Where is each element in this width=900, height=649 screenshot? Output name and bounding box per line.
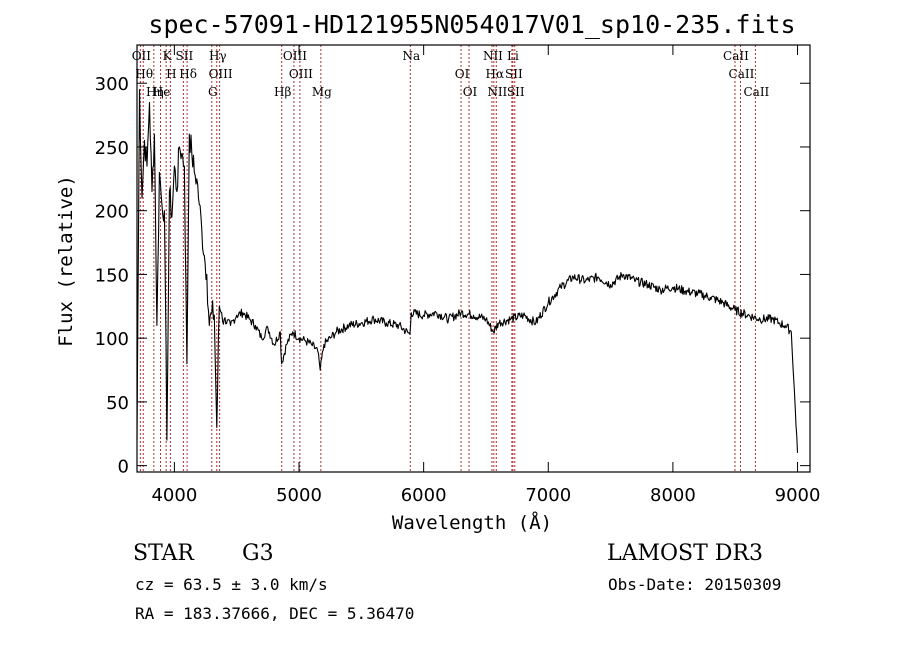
spectral-line-label: NII bbox=[483, 49, 503, 63]
x-tick-label: 6000 bbox=[401, 485, 447, 506]
y-tick-label: 50 bbox=[106, 393, 129, 414]
y-tick-label: 200 bbox=[95, 202, 129, 223]
spectral-line-label: CaII bbox=[723, 49, 749, 63]
y-tick-label: 150 bbox=[95, 265, 129, 286]
spectral-line-label: H bbox=[166, 67, 176, 81]
redshift-velocity: cz = 63.5 ± 3.0 km/s bbox=[135, 575, 328, 594]
spectral-line-label: SII bbox=[507, 85, 525, 99]
x-tick-label: 9000 bbox=[775, 485, 821, 506]
chart-title: spec-57091-HD121955N054017V01_sp10-235.f… bbox=[148, 10, 795, 39]
spectral-line-label: Hα bbox=[486, 67, 505, 81]
spectral-line-label: Li bbox=[507, 49, 519, 63]
axis-ticks: 4000 5000 6000 7000 8000 9000 0 50 100 150 200 250 3… bbox=[95, 45, 821, 506]
spectral-line-label: Na bbox=[402, 49, 420, 63]
y-tick-label: 250 bbox=[95, 138, 129, 159]
spectral-line-label: G bbox=[208, 85, 218, 99]
observation-date: Obs-Date: 20150309 bbox=[608, 575, 781, 594]
y-tick-label: 300 bbox=[95, 74, 129, 95]
spectral-line-label: Mg bbox=[312, 85, 332, 99]
y-axis-label: Flux (relative) bbox=[55, 175, 77, 347]
x-axis-label: Wavelength (Å) bbox=[392, 511, 552, 534]
x-tick-label: 5000 bbox=[276, 485, 322, 506]
survey-name: LAMOST DR3 bbox=[607, 541, 763, 566]
object-class: STAR bbox=[133, 541, 195, 566]
object-subclass: G3 bbox=[242, 541, 274, 566]
x-tick-label: 4000 bbox=[151, 485, 197, 506]
spectral-line-label: OIII bbox=[289, 67, 313, 81]
x-tick-label: 8000 bbox=[650, 485, 696, 506]
plot-frame bbox=[136, 44, 811, 473]
spectral-line-label: Hδ bbox=[179, 67, 197, 81]
line-marker-labels: OII Hθ Hη KH He SII Hδ G Hγ OIII Hβ OIII OIII Mg Na OI O… bbox=[132, 49, 770, 99]
x-tick-label: 7000 bbox=[525, 485, 571, 506]
spectral-line-label: OIII bbox=[209, 67, 233, 81]
spectral-line-label: CaII bbox=[743, 85, 769, 99]
spectral-line-label: Hθ bbox=[135, 67, 153, 81]
spectral-line-label: K bbox=[163, 49, 173, 63]
coordinates: RA = 183.37666, DEC = 5.36470 bbox=[135, 604, 414, 623]
spectral-line-label: OII bbox=[132, 49, 152, 63]
spectral-line-label: Hγ bbox=[209, 49, 227, 63]
spectral-line-label: SII bbox=[505, 67, 523, 81]
spectral-line-label: OIII bbox=[283, 49, 307, 63]
spectral-line-label: Hη bbox=[146, 85, 164, 99]
spectral-line-label: CaII bbox=[729, 67, 755, 81]
spectral-line-label: Hβ bbox=[274, 85, 291, 99]
spectral-line-label: OI bbox=[455, 67, 470, 81]
spectral-line-label: OI bbox=[463, 85, 478, 99]
spectral-line-label: NII bbox=[487, 85, 507, 99]
spectral-line-label: He bbox=[153, 85, 171, 99]
line-markers bbox=[139, 45, 756, 472]
spectral-line-label: SII bbox=[176, 49, 194, 63]
y-tick-label: 0 bbox=[118, 457, 129, 478]
spectrum-series-line bbox=[136, 89, 799, 453]
y-tick-label: 100 bbox=[95, 329, 129, 350]
